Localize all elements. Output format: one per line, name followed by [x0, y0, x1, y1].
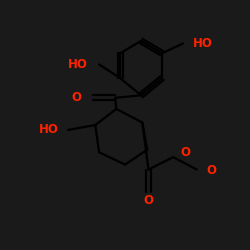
Text: O: O	[144, 194, 154, 207]
Text: O: O	[206, 164, 216, 177]
Text: HO: HO	[193, 37, 213, 50]
Text: HO: HO	[38, 124, 58, 136]
Text: HO: HO	[68, 58, 88, 71]
Text: O: O	[180, 146, 191, 159]
Text: O: O	[72, 91, 82, 104]
